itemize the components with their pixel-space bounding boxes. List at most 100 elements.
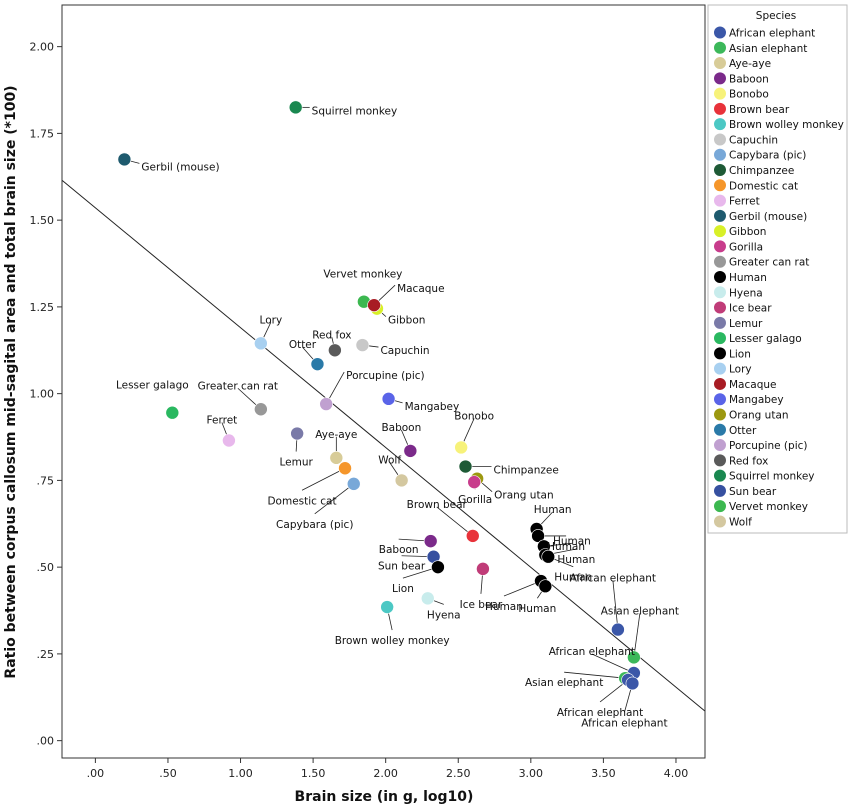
data-point [355, 338, 370, 352]
legend-swatch [714, 57, 726, 70]
legend-label: Red fox [729, 455, 768, 467]
x-axis-title: Brain size (in g, log10) [295, 789, 474, 805]
y-tick-label: 1.50 [30, 214, 55, 227]
point-label: Lory [260, 314, 283, 326]
point-label: African elephant [581, 717, 667, 729]
legend-swatch [714, 301, 726, 314]
point-label: Macaque [397, 283, 444, 295]
data-point [394, 473, 409, 488]
legend-swatch [714, 26, 726, 39]
legend-label: Chimpanzee [729, 165, 794, 177]
data-point [346, 477, 361, 491]
label-leader-line [633, 613, 641, 658]
point-label: Vervet monkey [323, 269, 402, 281]
point-label: Hyena [427, 609, 461, 621]
point-label: Red fox [312, 329, 351, 341]
legend-label: Human [729, 272, 767, 284]
legend-swatch [714, 484, 726, 497]
point-label: Human [557, 554, 595, 566]
legend-label: African elephant [729, 28, 815, 40]
legend-label: Sun bear [729, 486, 777, 498]
legend-swatch [714, 347, 726, 360]
legend-label: Capybara (pic) [729, 150, 806, 162]
data-point [319, 397, 333, 411]
fit-line-layer [61, 179, 706, 712]
point-label: Greater can rat [198, 380, 278, 392]
legend-label: Squirrel monkey [729, 471, 815, 483]
point-label: Ferret [207, 414, 238, 426]
data-point [338, 461, 352, 476]
data-point [431, 560, 445, 574]
legend-swatch [714, 270, 726, 283]
legend-swatch [714, 87, 726, 100]
legend-label: Orang utan [729, 410, 789, 422]
y-tick-label: 2.00 [30, 41, 55, 54]
point-label: Brown wolley monkey [335, 635, 450, 647]
point-label: Human [547, 541, 585, 553]
legend-swatch [714, 332, 726, 345]
legend-label: Baboon [729, 73, 769, 85]
legend-swatch [714, 439, 726, 452]
legend-label: Macaque [729, 379, 776, 391]
point-label: Lemur [279, 457, 313, 469]
data-point [310, 357, 325, 371]
x-tick-label: 1.50 [301, 767, 326, 780]
point-label: Lesser galago [116, 380, 189, 392]
data-point [423, 534, 438, 548]
data-point [222, 433, 236, 448]
data-point [458, 459, 473, 474]
legend-swatch [714, 148, 726, 161]
legend-label: Greater can rat [729, 257, 809, 269]
legend-label: Gerbil (mouse) [729, 211, 807, 223]
legend-swatch [714, 515, 726, 528]
legend-label: Aye-aye [729, 58, 771, 70]
legend-label: Lemur [729, 318, 763, 330]
data-point [254, 402, 268, 417]
leader-line-layer [124, 106, 641, 713]
legend-swatch [714, 225, 726, 238]
legend-swatch [714, 179, 726, 192]
point-label: Gorilla [458, 494, 492, 506]
label-leader-line [436, 506, 474, 537]
legend-label: Gibbon [729, 226, 766, 238]
legend-label: Asian elephant [729, 43, 807, 55]
legend-swatch [714, 240, 726, 253]
point-label: Domestic cat [267, 495, 336, 507]
point-label: Lion [392, 583, 414, 595]
legend-label: Porcupine (pic) [729, 440, 807, 452]
data-point [403, 444, 418, 458]
x-axis-ticks: .00 .50 1.00 1.50 2.00 2.50 3.00 3.50 4.00 [87, 758, 688, 780]
point-label: Brown bear [407, 499, 468, 511]
point-label: Baboon [379, 544, 419, 556]
data-point [117, 152, 132, 167]
legend-swatch [714, 102, 726, 115]
y-axis-title: Ratio between corpus callosum mid-sagita… [3, 85, 19, 678]
legend-swatch [714, 209, 726, 222]
plot-frame [61, 4, 706, 759]
x-tick-label: 3.00 [519, 767, 544, 780]
point-label: Sun bear [378, 561, 426, 573]
point-label: Aye-aye [315, 429, 357, 441]
data-point [367, 298, 381, 312]
point-label: Capuchin [380, 345, 429, 357]
data-point [611, 622, 625, 637]
legend-label: Ferret [729, 196, 760, 208]
data-point [538, 579, 553, 594]
legend-swatch [714, 72, 726, 85]
label-leader-line [564, 671, 626, 679]
point-label: Gibbon [388, 315, 425, 327]
legend-label: Vervet monkey [729, 501, 808, 513]
x-tick-label: 1.00 [228, 767, 253, 780]
y-tick-label: 1.00 [30, 388, 55, 401]
data-point [454, 440, 468, 455]
label-leader-line [612, 580, 619, 630]
legend-swatch [714, 286, 726, 299]
legend-title: Species [756, 10, 796, 22]
point-label: Squirrel monkey [312, 105, 398, 117]
legend-swatch [714, 255, 726, 268]
legend-swatch [714, 194, 726, 207]
point-label: Human [553, 535, 591, 547]
y-axis-ticks: .00 .25 .50 .75 1.00 1.25 1.50 1.75 2.00 [30, 41, 62, 748]
point-label: African elephant [570, 573, 656, 585]
point-label: Baboon [381, 422, 421, 434]
